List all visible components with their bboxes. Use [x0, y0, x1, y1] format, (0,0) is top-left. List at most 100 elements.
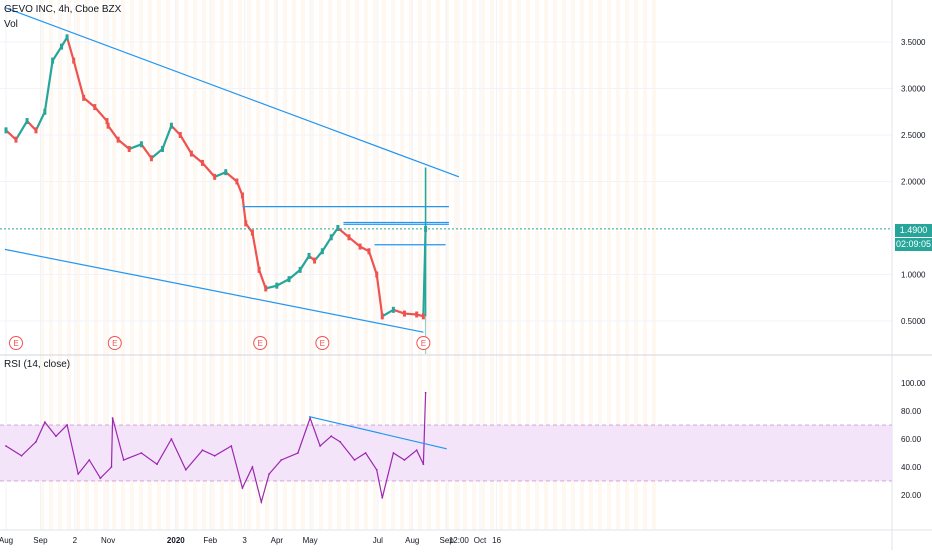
price-candle: [250, 229, 254, 236]
rsi-point: [422, 463, 425, 466]
rsi-point: [381, 496, 384, 499]
price-segment: [14, 119, 29, 141]
session-shade: [328, 0, 332, 530]
rsi-point: [20, 454, 23, 457]
session-shade: [454, 0, 458, 530]
rsi-point: [201, 449, 204, 452]
rsi-legend[interactable]: RSI (14, close): [4, 359, 71, 370]
session-shade: [229, 0, 233, 530]
session-shade: [463, 0, 467, 530]
rsi-point: [66, 424, 68, 426]
price-candle: [264, 285, 268, 292]
earnings-marker-label: E: [112, 339, 117, 348]
price-chart-title[interactable]: GEVO INC, 4h, Cboe BZX: [4, 4, 122, 15]
price-segment: [190, 152, 204, 164]
session-shade: [508, 0, 512, 530]
rsi-point: [415, 449, 418, 452]
trendline-layer: [4, 7, 460, 333]
session-shade: [274, 0, 278, 530]
price-candle: [139, 141, 143, 148]
session-shade: [589, 0, 593, 530]
rsi-y-tick: 20.00: [901, 491, 922, 500]
price-candle: [287, 276, 291, 283]
session-shade: [472, 0, 476, 530]
session-shade: [202, 0, 206, 530]
x-tick-label: Feb: [203, 536, 217, 545]
price-segment: [161, 124, 173, 151]
session-shade: [193, 0, 197, 530]
session-shade: [634, 0, 638, 530]
session-shade: [175, 0, 179, 530]
price-segment: [336, 226, 351, 239]
price-candle: [106, 122, 110, 129]
rsi-point: [99, 477, 102, 480]
rsi-point: [353, 459, 356, 461]
earnings-marker-label: E: [258, 339, 263, 348]
price-segment: [264, 284, 278, 290]
session-shade: [616, 0, 620, 530]
rsi-point: [251, 466, 254, 468]
session-shade: [400, 0, 404, 530]
rsi-point: [403, 459, 406, 461]
x-tick-label: 3: [242, 536, 247, 545]
session-shade: [562, 0, 566, 530]
rsi-point: [156, 463, 158, 466]
price-candle: [169, 122, 173, 129]
price-candle: [189, 150, 193, 157]
session-shade: [490, 0, 494, 530]
price-series-layer: [0, 34, 892, 354]
last-price-tag: 1.4900: [895, 224, 932, 237]
rsi-point: [260, 501, 263, 503]
session-shade: [607, 0, 611, 530]
volume-legend[interactable]: Vol: [4, 19, 18, 30]
x-tick-label: Sep: [33, 536, 48, 545]
price-candle: [336, 225, 340, 231]
price-segment: [72, 59, 85, 99]
price-segment: [65, 36, 75, 62]
rsi-point: [230, 445, 233, 447]
session-shade: [580, 0, 584, 530]
session-shade: [247, 0, 251, 530]
x-tick-label: Nov: [101, 536, 115, 545]
x-tick-label: Apr: [271, 536, 284, 545]
session-shade: [625, 0, 629, 530]
price-candle: [298, 266, 302, 273]
session-shade: [571, 0, 575, 530]
rsi-series-layer: [5, 391, 447, 505]
rsi-point: [122, 459, 125, 461]
earnings-marker: [416, 336, 431, 350]
rsi-point: [184, 468, 187, 471]
price-segment: [82, 96, 96, 109]
x-tick-label: Aug: [0, 536, 13, 545]
session-shade: [418, 0, 422, 530]
price-y-tick: 3.0000: [901, 85, 926, 94]
price-candle: [213, 173, 217, 180]
session-shade: [292, 0, 296, 530]
session-shade: [373, 0, 377, 530]
earnings-marker: [253, 336, 268, 350]
x-tick-label: Sep: [440, 536, 455, 545]
rsi-point: [280, 459, 283, 461]
price-y-tick: 2.0000: [901, 178, 926, 187]
price-candle: [14, 136, 18, 143]
rsi-point: [111, 417, 114, 419]
session-shade: [130, 0, 134, 530]
rsi-point: [213, 454, 216, 457]
session-shade: [427, 0, 431, 530]
axis-layer: 3.5000 3.0000 2.5000 2.0000 1.0000 0.5000 100.…: [0, 38, 926, 545]
session-shade: [337, 0, 341, 530]
rsi-line: [5, 392, 427, 505]
session-shade: [238, 0, 242, 530]
price-candle: [105, 118, 109, 125]
price-candle: [224, 169, 228, 176]
x-tick-label: Aug: [405, 536, 419, 545]
price-candle: [240, 192, 244, 199]
rsi-point: [330, 435, 333, 438]
price-segment: [257, 268, 267, 290]
price-candle: [93, 104, 97, 111]
x-tick-label: 2020: [167, 536, 185, 545]
price-candle: [329, 234, 333, 241]
countdown-tag: 02:09:05: [895, 238, 932, 251]
price-candle: [380, 313, 384, 320]
